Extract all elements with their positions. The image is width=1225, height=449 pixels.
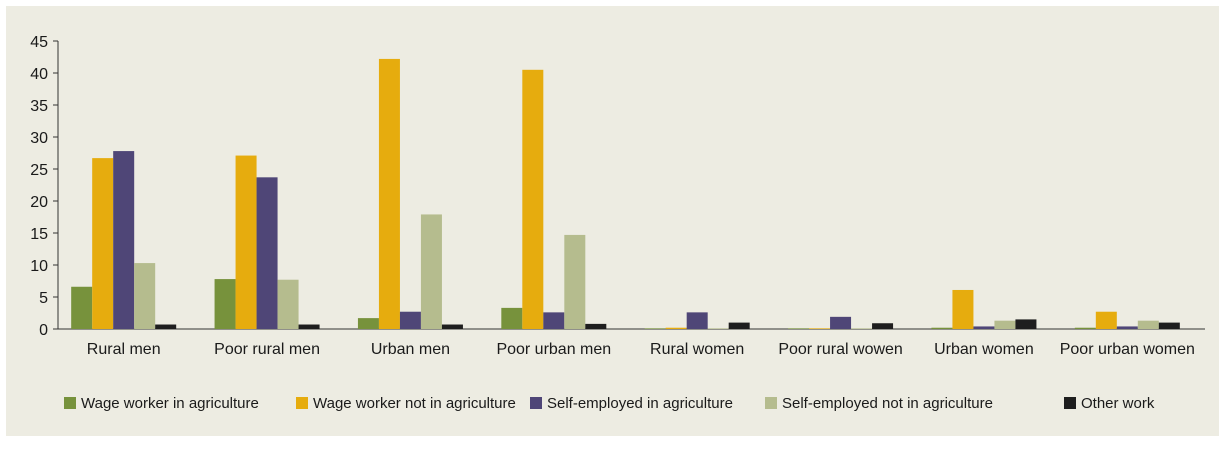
- category-label: Urban women: [934, 341, 1034, 358]
- y-tick-label: 20: [30, 194, 48, 211]
- bar: [728, 322, 750, 329]
- bar: [501, 307, 523, 329]
- bar: [134, 263, 156, 329]
- y-tick-label: 40: [30, 66, 48, 83]
- bar: [644, 328, 666, 329]
- bar: [931, 327, 953, 329]
- bar: [585, 323, 607, 329]
- y-tick-label: 30: [30, 130, 48, 147]
- bar: [543, 312, 565, 329]
- bar: [1015, 319, 1037, 329]
- y-tick-label: 45: [30, 34, 48, 51]
- bar: [357, 318, 379, 329]
- bar: [256, 177, 278, 329]
- bar: [214, 279, 236, 329]
- bar: [1158, 322, 1180, 329]
- bar: [1137, 320, 1159, 329]
- bar: [235, 155, 257, 329]
- y-tick-label: 0: [39, 322, 48, 339]
- axes: 0 5 10 15 20 25 30 35 40 45 Rural men Poor rural me…: [30, 34, 1205, 358]
- category-label: Poor urban men: [496, 341, 611, 358]
- bar: [952, 289, 974, 329]
- legend-label: Other work: [1081, 395, 1155, 412]
- y-tick-label: 10: [30, 258, 48, 275]
- legend-swatch: [64, 397, 76, 409]
- bar: [378, 58, 400, 330]
- bar: [113, 151, 135, 329]
- bar: [994, 320, 1016, 329]
- bar: [92, 158, 114, 329]
- legend-label: Self-employed not in agriculture: [782, 395, 993, 412]
- bar: [1074, 327, 1096, 329]
- category-label: Poor rural men: [214, 341, 320, 358]
- bar: [851, 328, 873, 329]
- bar: [665, 327, 687, 329]
- bar: [564, 234, 586, 329]
- bar: [707, 328, 729, 329]
- bar: [686, 312, 708, 329]
- bars: [71, 58, 1180, 330]
- bar: [1095, 311, 1117, 329]
- category-label: Rural women: [650, 341, 744, 358]
- bar: [1116, 326, 1138, 329]
- y-tick-label: 15: [30, 226, 48, 243]
- legend-swatch: [765, 397, 777, 409]
- category-label: Poor rural wowen: [778, 341, 903, 358]
- y-tick-label: 25: [30, 162, 48, 179]
- category-label: Poor urban women: [1060, 341, 1195, 358]
- bar: [809, 328, 831, 329]
- chart-panel: [6, 6, 1219, 436]
- bar: [155, 324, 177, 329]
- legend: Wage worker in agriculture Wage worker no…: [64, 395, 1155, 412]
- y-tick-label: 5: [39, 290, 48, 307]
- bar: [441, 324, 463, 329]
- legend-label: Self-employed in agriculture: [547, 395, 733, 412]
- bar: [420, 214, 442, 329]
- legend-swatch: [296, 397, 308, 409]
- bar: [973, 326, 995, 329]
- category-label: Urban men: [371, 341, 450, 358]
- legend-label: Wage worker in agriculture: [81, 395, 259, 412]
- bar: [830, 316, 852, 329]
- legend-label: Wage worker not in agriculture: [313, 395, 516, 412]
- legend-swatch: [1064, 397, 1076, 409]
- bar: [872, 323, 894, 329]
- bar: [277, 279, 299, 329]
- bar: [399, 311, 421, 329]
- bar: [522, 69, 544, 330]
- bar: [788, 328, 810, 329]
- bar: [71, 286, 93, 329]
- bar: [298, 324, 320, 329]
- legend-swatch: [530, 397, 542, 409]
- y-tick-label: 35: [30, 98, 48, 115]
- category-label: Rural men: [87, 341, 161, 358]
